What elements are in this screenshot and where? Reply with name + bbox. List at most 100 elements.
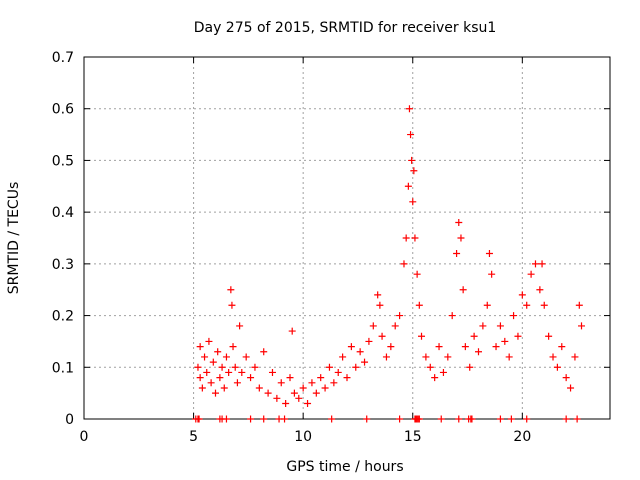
data-point (376, 301, 384, 309)
y-axis-label: SRMTID / TECUs (6, 182, 22, 295)
data-point (227, 286, 235, 294)
data-point (396, 312, 404, 320)
data-point (382, 353, 390, 361)
data-point (527, 270, 535, 278)
data-point (196, 343, 204, 351)
data-point (410, 167, 418, 175)
y-tick-label: 0.6 (52, 102, 74, 118)
data-point (268, 368, 276, 376)
data-point (356, 348, 364, 356)
data-point (413, 270, 421, 278)
data-point (225, 368, 233, 376)
data-point (545, 332, 553, 340)
data-point (308, 379, 316, 387)
data-point (203, 368, 211, 376)
data-point (507, 415, 515, 423)
data-point (391, 322, 399, 330)
data-point (437, 415, 445, 423)
data-point (196, 374, 204, 382)
data-point (418, 332, 426, 340)
data-point (198, 384, 206, 392)
x-tick-label: 10 (294, 429, 312, 445)
data-point (415, 415, 423, 423)
y-tick-label: 0.5 (52, 153, 74, 169)
data-point (431, 374, 439, 382)
y-tick-label: 0.3 (52, 257, 74, 273)
data-point (405, 105, 413, 113)
data-point (255, 384, 263, 392)
data-point (404, 182, 412, 190)
data-point (422, 353, 430, 361)
data-point (295, 394, 303, 402)
data-point (468, 415, 476, 423)
data-point (264, 389, 272, 397)
data-point (459, 286, 467, 294)
data-point (448, 312, 456, 320)
data-point (290, 389, 298, 397)
data-point (396, 415, 404, 423)
data-point (325, 363, 333, 371)
data-point (553, 363, 561, 371)
data-point (363, 415, 371, 423)
data-point (378, 332, 386, 340)
data-point (483, 301, 491, 309)
data-point (374, 291, 382, 299)
data-point (218, 363, 226, 371)
data-point (496, 322, 504, 330)
data-point (273, 394, 281, 402)
data-point (562, 415, 570, 423)
data-point (538, 260, 546, 268)
data-point (475, 348, 482, 356)
data-point (549, 353, 557, 361)
data-point (212, 389, 219, 397)
data-point (575, 301, 583, 309)
data-point (222, 415, 230, 423)
data-point (195, 415, 203, 423)
data-point (334, 368, 342, 376)
data-point (286, 374, 294, 382)
data-point (205, 337, 213, 345)
data-point (573, 415, 581, 423)
data-point (409, 198, 417, 206)
data-point (361, 358, 369, 366)
data-point (457, 234, 465, 242)
data-point (488, 270, 496, 278)
y-tick-label: 0.7 (52, 50, 74, 66)
data-point (251, 363, 259, 371)
data-point (328, 415, 336, 423)
data-point (214, 348, 222, 356)
data-point (455, 218, 463, 226)
data-point (400, 260, 408, 268)
data-point (461, 343, 469, 351)
data-point (233, 379, 241, 387)
data-point (304, 399, 312, 407)
y-tick-label: 0.4 (52, 205, 74, 221)
data-point (277, 379, 285, 387)
y-tick-label: 0 (65, 412, 74, 428)
data-point (236, 322, 244, 330)
data-point (317, 374, 325, 382)
data-points (192, 105, 586, 423)
data-point (260, 415, 268, 423)
data-point (247, 415, 255, 423)
data-point (444, 353, 452, 361)
data-point (207, 379, 215, 387)
data-point (415, 301, 423, 309)
data-point (492, 343, 500, 351)
data-point (321, 384, 329, 392)
data-point (505, 353, 513, 361)
data-point (435, 343, 443, 351)
data-point (510, 312, 518, 320)
y-tick-label: 0.2 (52, 309, 74, 325)
data-point (501, 337, 509, 345)
data-point (470, 332, 478, 340)
data-point (402, 234, 410, 242)
data-point (408, 156, 416, 164)
x-tick-label: 20 (513, 429, 531, 445)
data-point (312, 389, 320, 397)
data-point (220, 384, 228, 392)
y-tick-label: 0.1 (52, 360, 74, 376)
data-point (578, 322, 586, 330)
data-point (209, 358, 217, 366)
data-point (562, 374, 570, 382)
